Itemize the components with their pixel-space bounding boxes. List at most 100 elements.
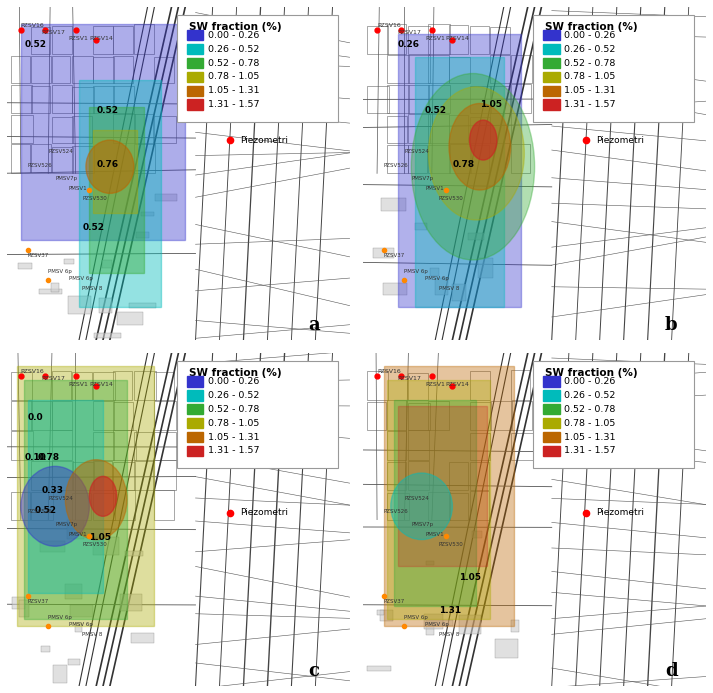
Bar	[387, 85, 409, 114]
Bar	[120, 595, 142, 611]
Ellipse shape	[411, 73, 535, 260]
Text: PZSV524: PZSV524	[404, 495, 429, 500]
Bar	[543, 100, 560, 110]
Text: 0.78 - 1.05: 0.78 - 1.05	[207, 72, 259, 81]
Bar	[543, 71, 560, 82]
Bar	[155, 460, 175, 490]
Bar	[68, 296, 91, 315]
Bar	[408, 26, 430, 53]
Text: PMSV1: PMSV1	[425, 186, 443, 191]
Text: 1.05 - 1.31: 1.05 - 1.31	[564, 87, 615, 95]
Bar	[130, 633, 154, 643]
Text: 1.05: 1.05	[459, 572, 481, 581]
Bar	[387, 462, 406, 490]
Bar	[113, 87, 134, 114]
Text: 1.31 - 1.57: 1.31 - 1.57	[207, 100, 259, 109]
Text: Piezometri: Piezometri	[240, 136, 288, 145]
Text: 0.52 - 0.78: 0.52 - 0.78	[564, 58, 615, 67]
Bar	[429, 401, 449, 430]
Bar	[470, 371, 490, 400]
Bar	[155, 372, 174, 400]
Text: PMSV 6p: PMSV 6p	[425, 622, 449, 627]
Bar	[155, 194, 177, 201]
Bar	[134, 371, 155, 400]
Bar	[67, 520, 83, 539]
Text: PZSV530: PZSV530	[83, 542, 107, 547]
Bar	[490, 55, 510, 83]
Text: SW fraction (%): SW fraction (%)	[545, 368, 637, 378]
Bar	[408, 430, 429, 459]
Bar	[113, 402, 133, 430]
Text: PZSV37: PZSV37	[384, 599, 405, 604]
Bar	[387, 116, 407, 143]
Bar	[93, 57, 113, 83]
Bar	[31, 461, 53, 490]
Text: a: a	[309, 316, 320, 334]
Bar	[408, 461, 429, 490]
Bar	[490, 26, 510, 53]
Text: d: d	[665, 662, 677, 680]
Text: 0.26 - 0.52: 0.26 - 0.52	[564, 44, 615, 53]
Bar	[94, 333, 121, 338]
Bar	[125, 552, 143, 556]
Bar	[68, 658, 80, 665]
Bar	[24, 380, 127, 620]
Bar	[470, 116, 490, 143]
Bar	[113, 490, 135, 520]
Bar	[398, 33, 521, 306]
Text: 0.76: 0.76	[96, 159, 118, 168]
Bar	[429, 114, 448, 143]
Text: PMSV7p: PMSV7p	[55, 523, 77, 527]
Bar	[51, 56, 71, 83]
Text: 0.52 - 0.78: 0.52 - 0.78	[207, 58, 259, 67]
Bar	[449, 462, 468, 490]
Bar	[429, 85, 450, 114]
Text: PZSV526: PZSV526	[28, 509, 53, 514]
Text: PZSV1: PZSV1	[68, 383, 88, 387]
Bar	[40, 541, 65, 552]
Bar	[155, 432, 176, 459]
Text: PMSV 6p: PMSV 6p	[48, 615, 72, 620]
Bar	[470, 433, 491, 459]
Bar	[366, 403, 386, 430]
Text: Sea Water: Sea Water	[247, 389, 293, 398]
Bar	[75, 624, 83, 633]
Bar	[416, 222, 428, 230]
Bar	[93, 461, 112, 490]
Text: 1.05 - 1.31: 1.05 - 1.31	[564, 432, 615, 441]
Text: PZSV524: PZSV524	[48, 150, 73, 155]
Text: PZSV526: PZSV526	[28, 163, 53, 168]
Text: PZSV16: PZSV16	[377, 23, 401, 28]
Text: PMSV7p: PMSV7p	[411, 523, 434, 527]
Bar	[472, 532, 481, 538]
Bar	[72, 462, 93, 490]
Bar	[511, 401, 533, 430]
Text: PMSV1: PMSV1	[68, 186, 88, 191]
Text: PZSV1: PZSV1	[425, 383, 445, 387]
Bar	[468, 233, 484, 240]
Text: 0.00 - 0.26: 0.00 - 0.26	[207, 377, 259, 386]
Bar	[93, 432, 114, 459]
Bar	[451, 284, 466, 301]
Bar	[70, 605, 93, 617]
Text: 0.26 - 0.52: 0.26 - 0.52	[207, 391, 259, 400]
Bar	[72, 493, 91, 520]
Bar	[51, 401, 72, 430]
Bar	[19, 600, 29, 617]
Text: 0.78 - 1.05: 0.78 - 1.05	[564, 72, 615, 81]
Bar	[470, 462, 489, 490]
Bar	[134, 114, 153, 143]
Bar	[134, 143, 155, 173]
Bar	[511, 144, 530, 173]
Bar	[384, 367, 514, 626]
Text: PZSV16: PZSV16	[21, 369, 45, 374]
Text: PZSV524: PZSV524	[404, 150, 429, 155]
Bar	[93, 86, 114, 114]
Bar	[17, 367, 155, 626]
Bar	[99, 298, 113, 313]
Text: 0.00 - 0.26: 0.00 - 0.26	[207, 30, 259, 40]
Text: PMSV 6p: PMSV 6p	[404, 615, 429, 620]
Text: PMSV7p: PMSV7p	[411, 176, 434, 181]
Bar	[543, 85, 560, 96]
Text: 0.00 - 0.26: 0.00 - 0.26	[564, 30, 615, 40]
